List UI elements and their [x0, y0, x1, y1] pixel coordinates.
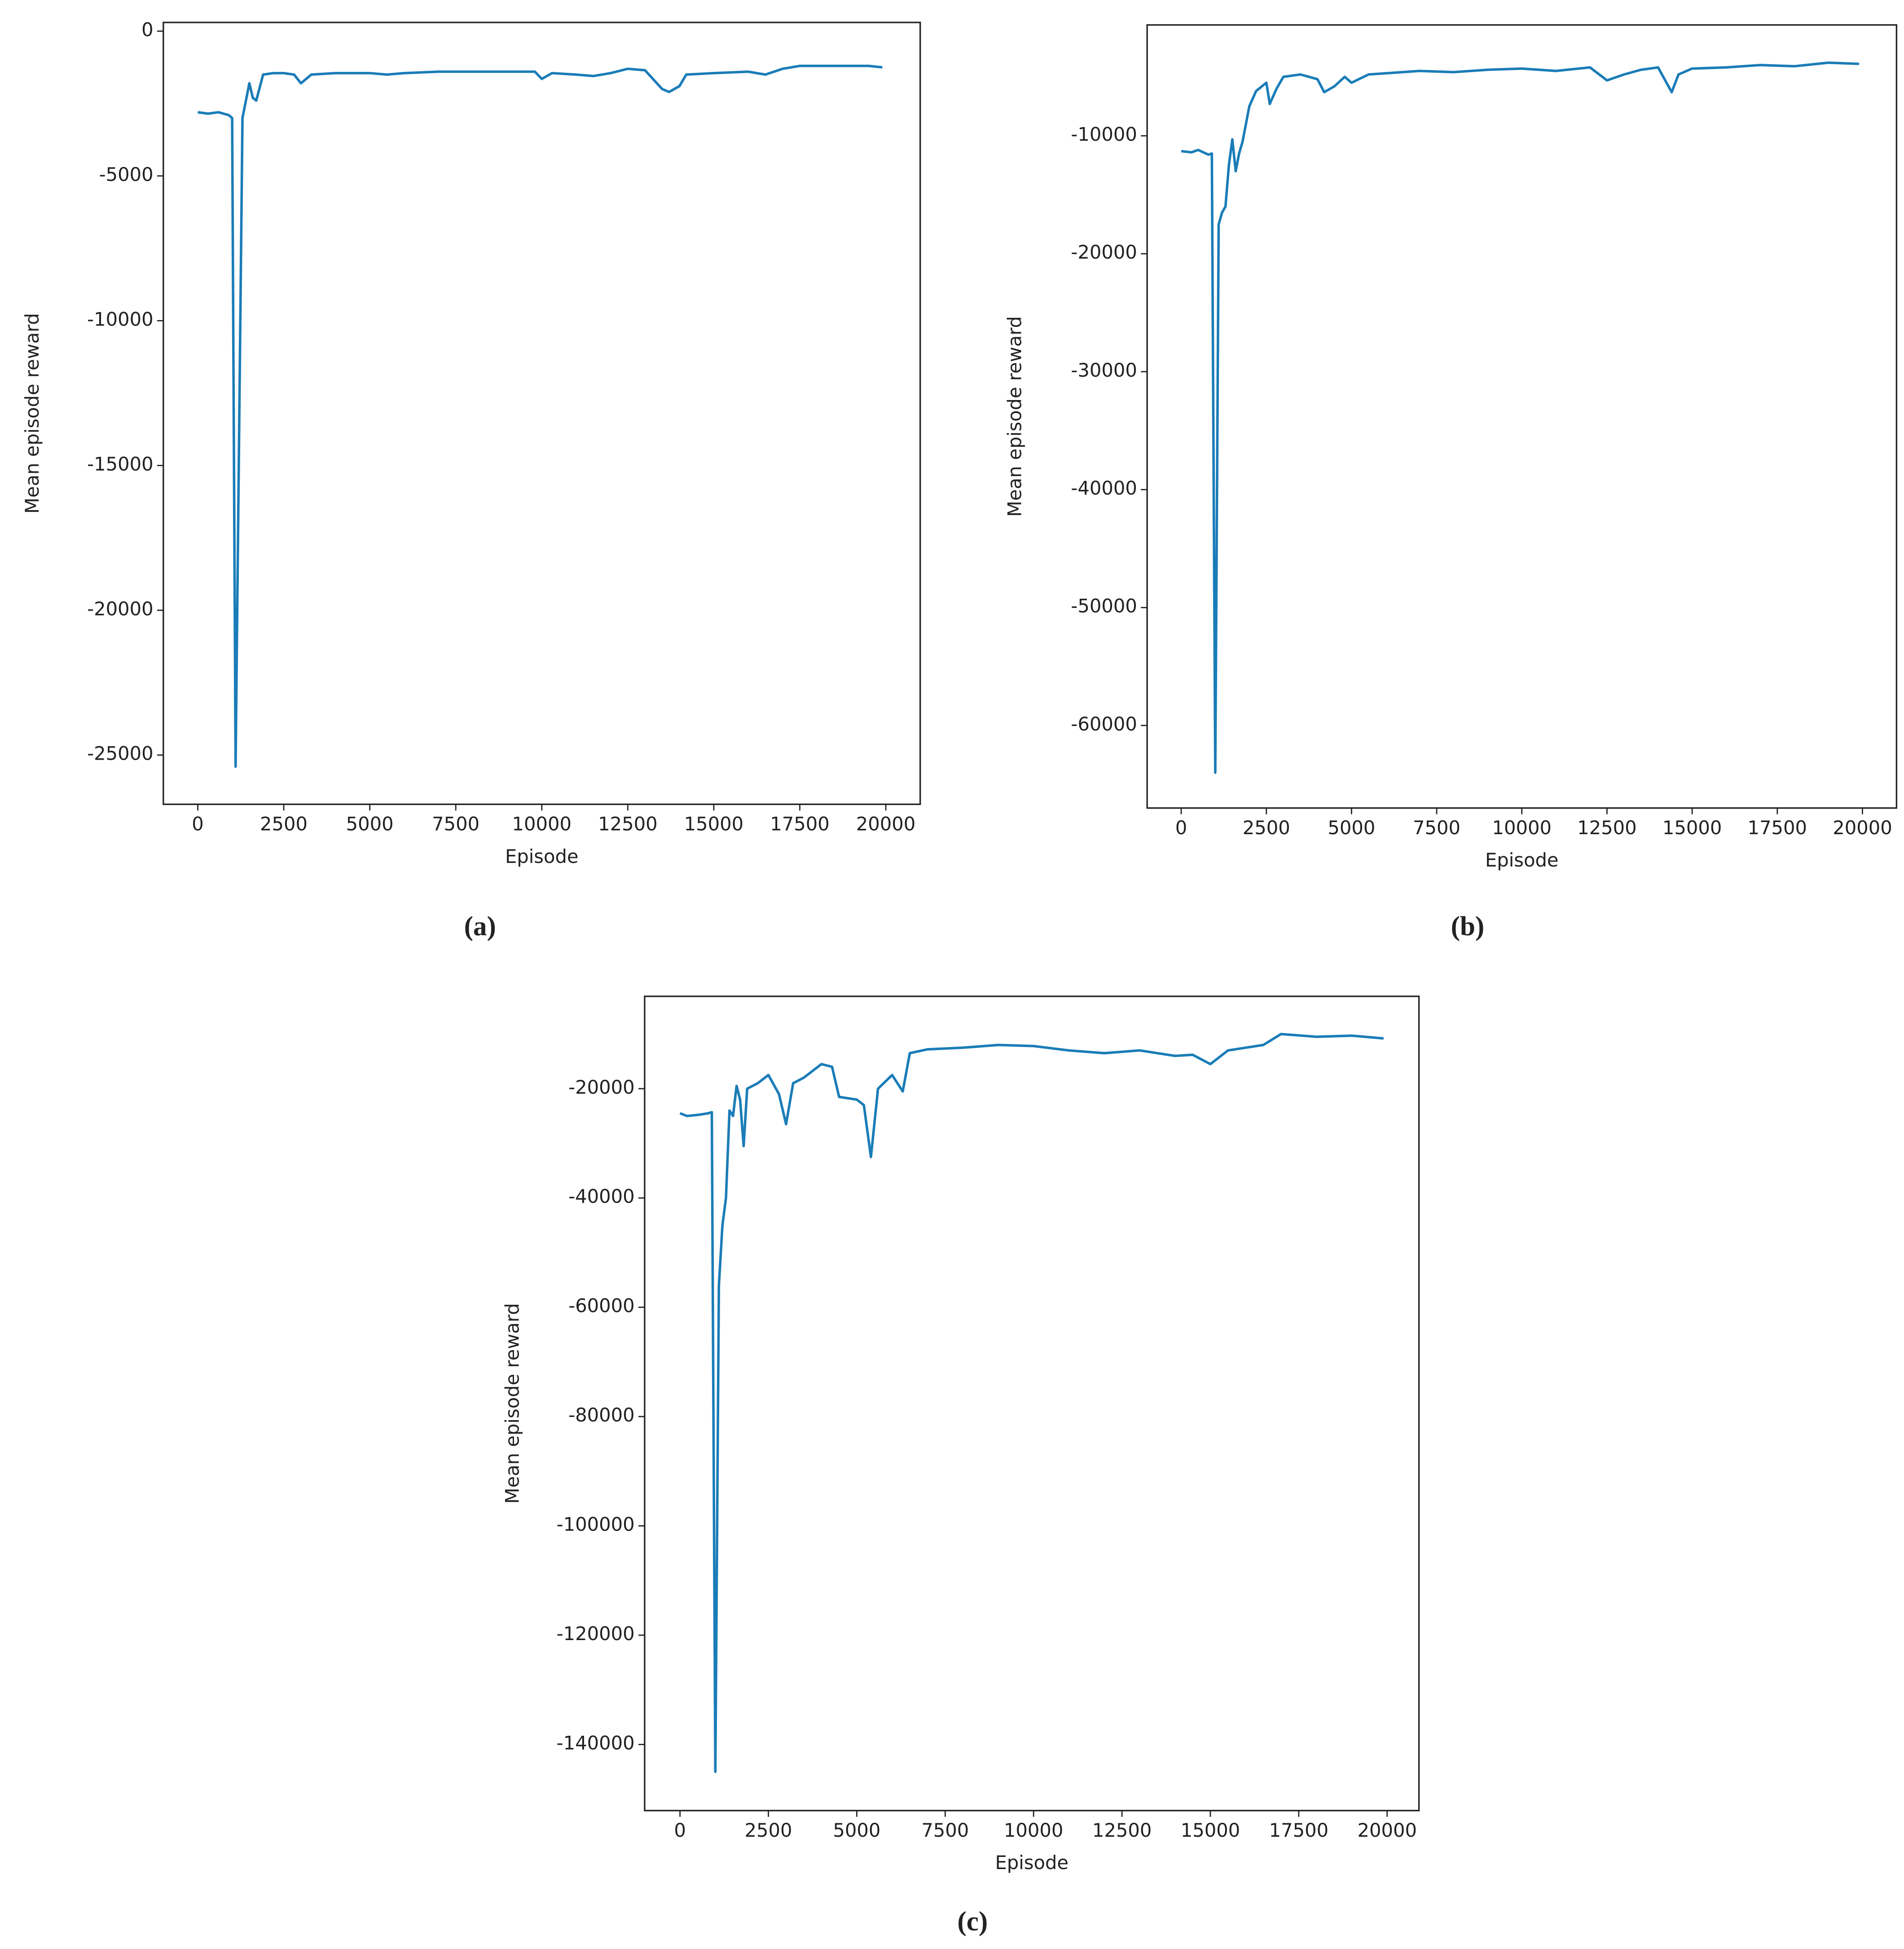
x-tick-label: 2500: [745, 1819, 792, 1841]
y-tick-label: -80000: [568, 1404, 635, 1426]
plot-frame: [163, 22, 921, 805]
y-tick-label: -60000: [568, 1295, 635, 1317]
y-tick-label: 0: [141, 18, 154, 40]
y-tick-label: -50000: [1071, 595, 1137, 617]
y-tick-label: -25000: [87, 743, 154, 765]
x-tick-label: 10000: [1492, 817, 1552, 839]
plot-frame: [644, 995, 1420, 1812]
x-tick-label: 5000: [833, 1819, 880, 1841]
data-line: [198, 64, 883, 768]
x-tick-label: 5000: [346, 813, 394, 835]
x-tick-label: 2500: [260, 813, 308, 835]
data-line: [1181, 61, 1859, 774]
y-tick-label: -10000: [87, 308, 154, 330]
y-tick-label: -30000: [1071, 359, 1137, 381]
caption: (c): [957, 1906, 988, 1936]
x-tick-label: 20000: [1833, 817, 1892, 839]
x-tick-label: 15000: [1662, 817, 1722, 839]
x-tick-label: 5000: [1328, 817, 1375, 839]
x-tick-label: 10000: [1004, 1819, 1064, 1841]
y-tick-label: -20000: [1071, 241, 1137, 263]
x-tick-label: 17500: [770, 813, 830, 835]
y-tick-label: -140000: [557, 1732, 635, 1754]
x-tick-label: 0: [674, 1819, 686, 1841]
y-tick-label: -40000: [1071, 477, 1137, 499]
x-tick-label: 15000: [1181, 1819, 1240, 1841]
x-tick-label: 17500: [1269, 1819, 1329, 1841]
x-tick-label: 2500: [1243, 817, 1290, 839]
caption: (b): [1451, 911, 1485, 942]
x-tick-label: 12500: [1577, 817, 1637, 839]
x-tick-label: 7500: [432, 813, 479, 835]
x-axis-label: Episode: [1485, 849, 1559, 871]
x-tick-label: 12500: [598, 813, 658, 835]
y-axis-label: Mean episode reward: [21, 313, 43, 514]
y-tick-label: -60000: [1071, 713, 1137, 735]
y-tick-label: -120000: [557, 1623, 635, 1645]
y-tick-label: -20000: [568, 1076, 635, 1098]
x-tick-label: 20000: [1357, 1819, 1417, 1841]
x-tick-label: 12500: [1092, 1819, 1152, 1841]
y-tick-label: -100000: [557, 1513, 635, 1535]
caption: (a): [464, 911, 496, 942]
y-axis-label: Mean episode reward: [1004, 316, 1026, 517]
x-tick-label: 7500: [1413, 817, 1460, 839]
y-axis-label: Mean episode reward: [501, 1303, 523, 1504]
y-tick-label: -5000: [99, 163, 154, 185]
x-tick-label: 7500: [921, 1819, 969, 1841]
y-tick-label: -10000: [1071, 123, 1137, 145]
x-tick-label: 17500: [1748, 817, 1807, 839]
x-tick-label: 15000: [684, 813, 744, 835]
y-tick-label: -20000: [87, 598, 154, 620]
x-tick-label: 20000: [856, 813, 916, 835]
plot-frame: [1146, 24, 1898, 809]
data-line: [679, 1033, 1384, 1773]
x-axis-label: Episode: [995, 1852, 1069, 1874]
x-axis-label: Episode: [505, 845, 579, 867]
x-tick-label: 0: [192, 813, 204, 835]
y-tick-label: -40000: [568, 1185, 635, 1207]
x-tick-label: 10000: [512, 813, 572, 835]
y-tick-label: -15000: [87, 453, 154, 475]
x-tick-label: 0: [1175, 817, 1187, 839]
